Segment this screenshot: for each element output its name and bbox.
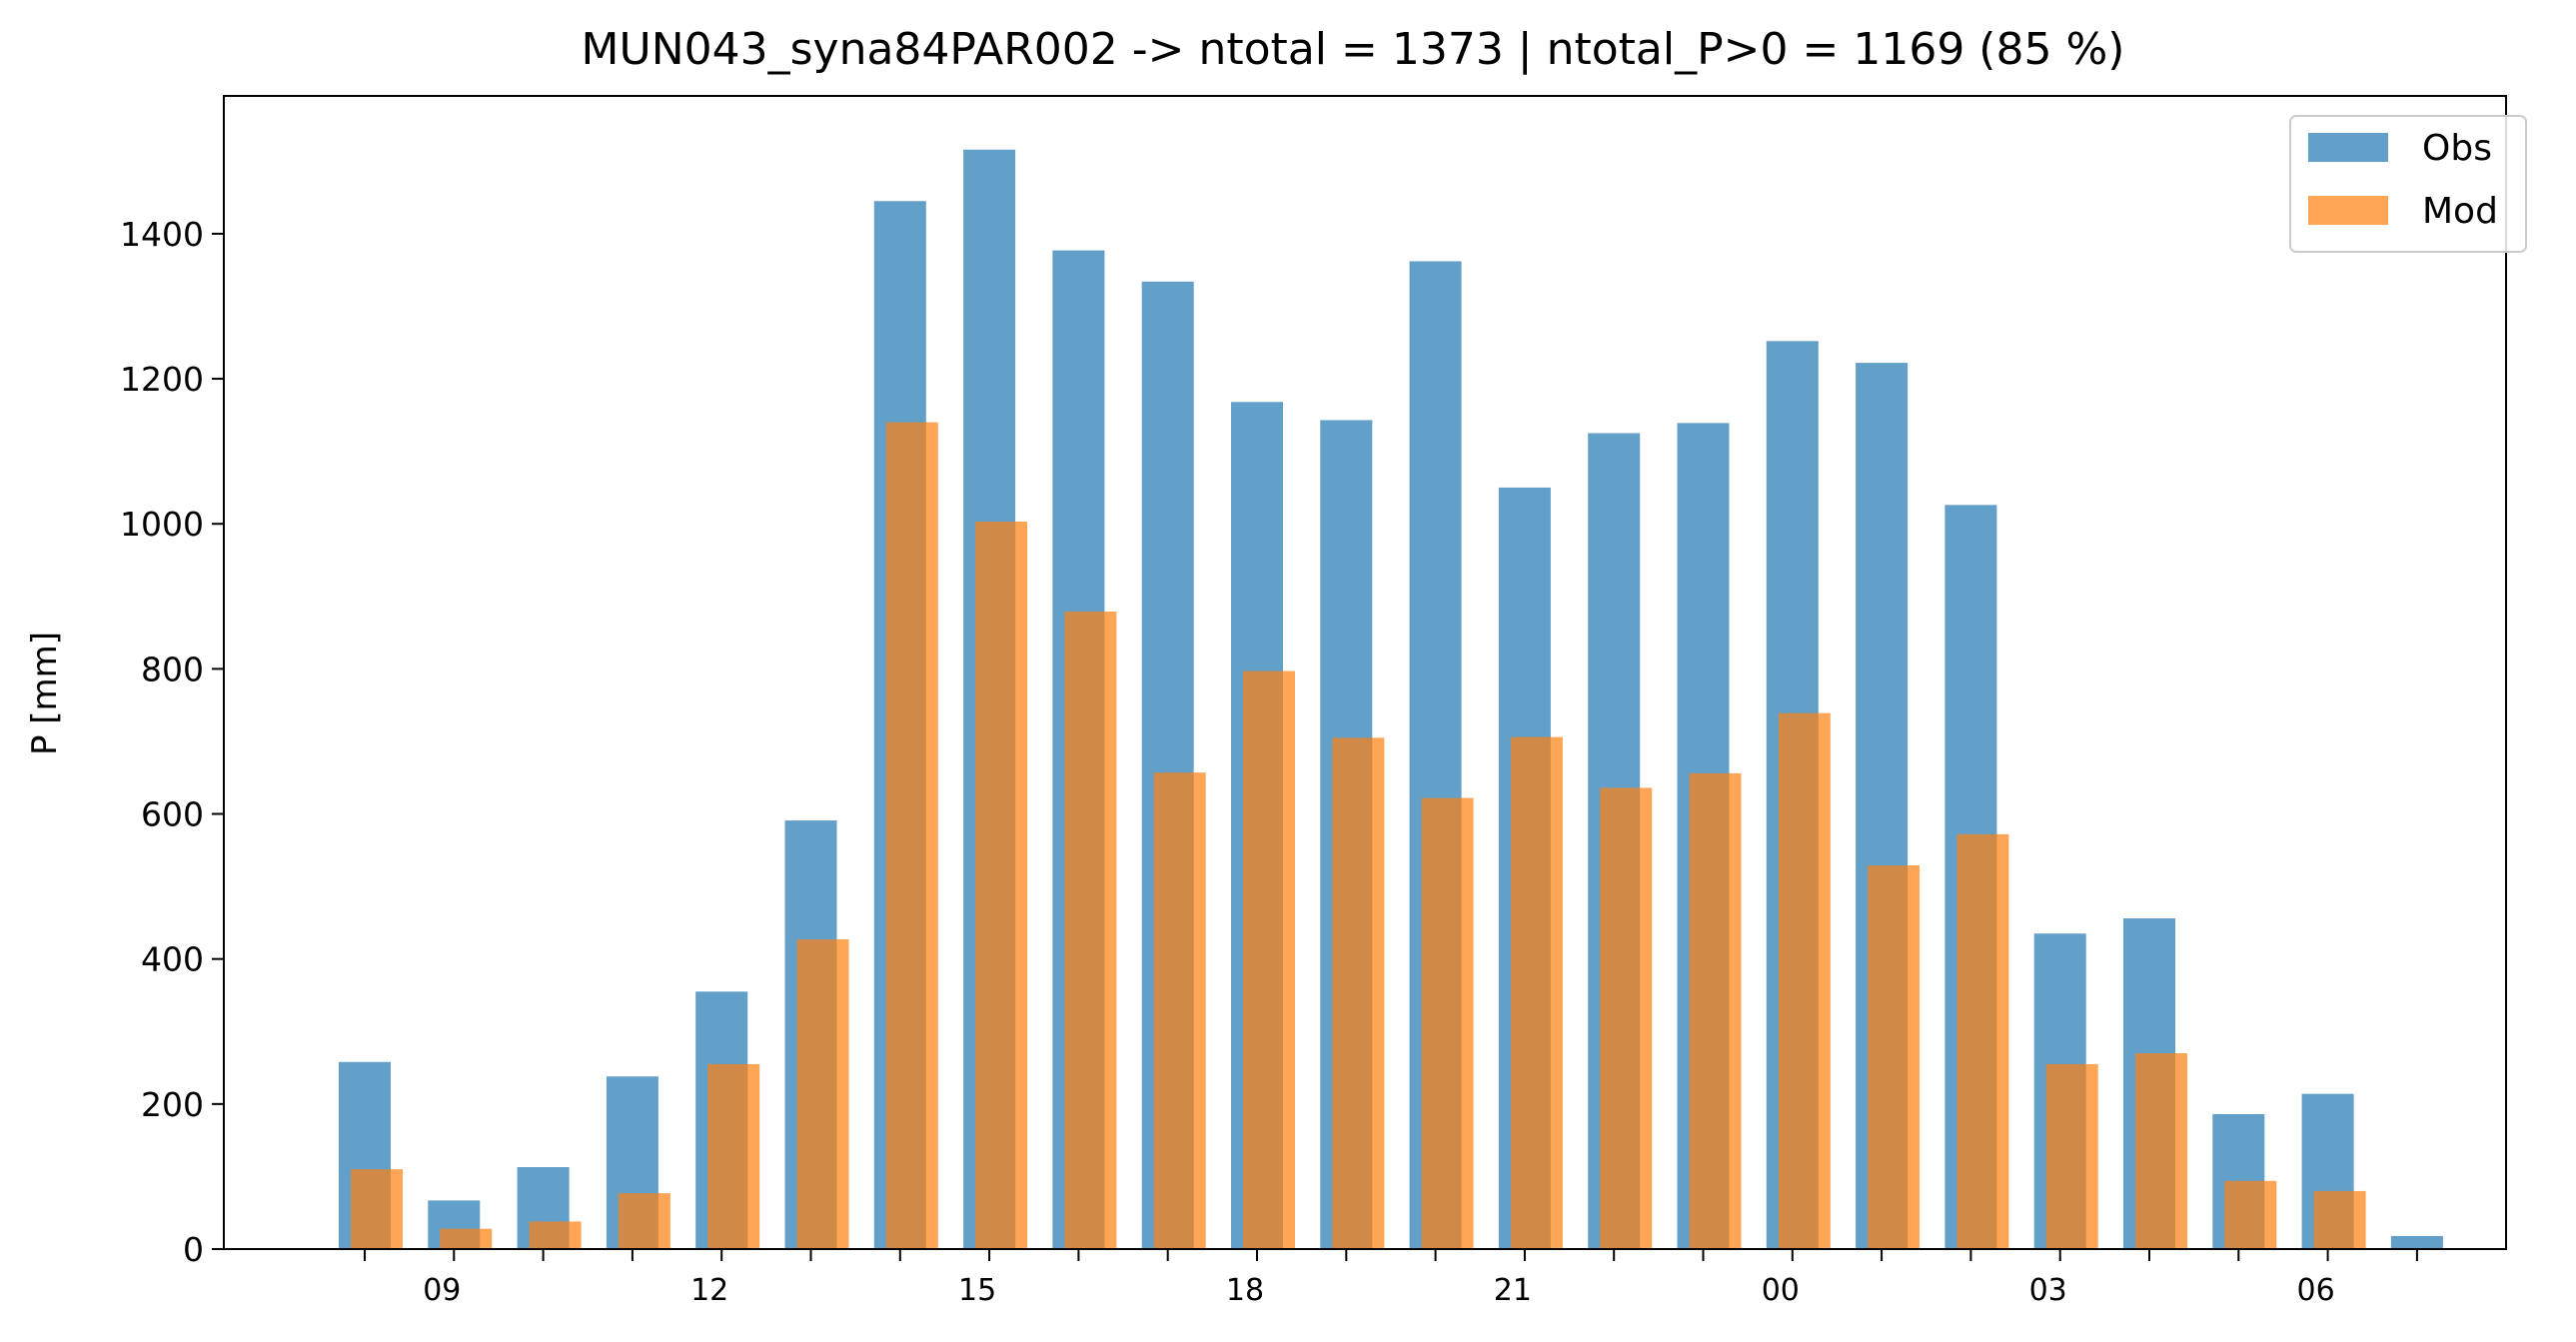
bars-group bbox=[339, 149, 2443, 1250]
chart-title: MUN043_syna84PAR002 -> ntotal = 1373 | n… bbox=[582, 24, 2125, 75]
x-tick-label: 12 bbox=[690, 1273, 728, 1308]
plot-frame bbox=[223, 95, 2507, 1250]
y-tick-label: 1200 bbox=[120, 360, 204, 399]
legend-swatch-mod bbox=[2308, 196, 2388, 225]
mod-bar-11 bbox=[618, 1193, 670, 1249]
mod-bar-05 bbox=[2224, 1180, 2277, 1249]
mod-bar-14 bbox=[885, 422, 938, 1249]
mod-bar-01 bbox=[1868, 865, 1921, 1249]
x-tick-label: 21 bbox=[1494, 1273, 1532, 1308]
mod-bar-16 bbox=[1064, 612, 1117, 1249]
x-tick-label: 03 bbox=[2029, 1273, 2067, 1308]
mod-bar-04 bbox=[2135, 1053, 2187, 1249]
x-tick-label: 06 bbox=[2297, 1273, 2335, 1308]
mod-bar-23 bbox=[1689, 772, 1742, 1249]
x-tick-label: 15 bbox=[958, 1273, 996, 1308]
mod-bar-13 bbox=[796, 939, 849, 1249]
mod-bar-15 bbox=[975, 522, 1028, 1249]
mod-bar-20 bbox=[1421, 797, 1474, 1249]
y-tick-label: 1000 bbox=[120, 505, 204, 544]
y-tick-label: 1400 bbox=[120, 215, 204, 254]
mod-bar-03 bbox=[2045, 1063, 2098, 1249]
mod-bar-00 bbox=[1778, 712, 1831, 1249]
mod-bar-21 bbox=[1510, 736, 1563, 1249]
legend: Obs Mod bbox=[2289, 115, 2527, 253]
mod-bar-17 bbox=[1153, 772, 1206, 1249]
y-axis-label: P [mm] bbox=[25, 632, 65, 755]
x-tick-label: 09 bbox=[423, 1273, 461, 1308]
obs-bar-07 bbox=[2390, 1235, 2443, 1249]
mod-bar-02 bbox=[1956, 833, 2009, 1249]
mod-bar-09 bbox=[440, 1228, 493, 1249]
y-tick-label: 0 bbox=[183, 1230, 204, 1269]
mod-bar-22 bbox=[1600, 787, 1653, 1249]
legend-swatch-obs bbox=[2308, 133, 2388, 162]
mod-bar-18 bbox=[1243, 671, 1295, 1249]
y-tick-label: 400 bbox=[141, 940, 204, 979]
y-axis: 0 200 400 600 800 1000 1200 1400 bbox=[120, 215, 224, 1269]
mod-bar-12 bbox=[707, 1063, 760, 1249]
y-tick-label: 200 bbox=[141, 1085, 204, 1124]
mod-bar-10 bbox=[529, 1221, 582, 1249]
mod-bar-06 bbox=[2313, 1190, 2366, 1249]
legend-label-mod: Mod bbox=[2422, 191, 2498, 232]
legend-label-obs: Obs bbox=[2422, 128, 2492, 169]
x-tick-label: 00 bbox=[1762, 1273, 1800, 1308]
x-axis: 09 12 15 18 21 00 03 06 bbox=[364, 1249, 2418, 1308]
y-tick-label: 800 bbox=[141, 650, 204, 688]
y-tick-label: 600 bbox=[141, 795, 204, 834]
mod-bar-08 bbox=[351, 1169, 403, 1249]
x-tick-label: 18 bbox=[1226, 1273, 1264, 1308]
mod-bar-19 bbox=[1332, 737, 1385, 1249]
